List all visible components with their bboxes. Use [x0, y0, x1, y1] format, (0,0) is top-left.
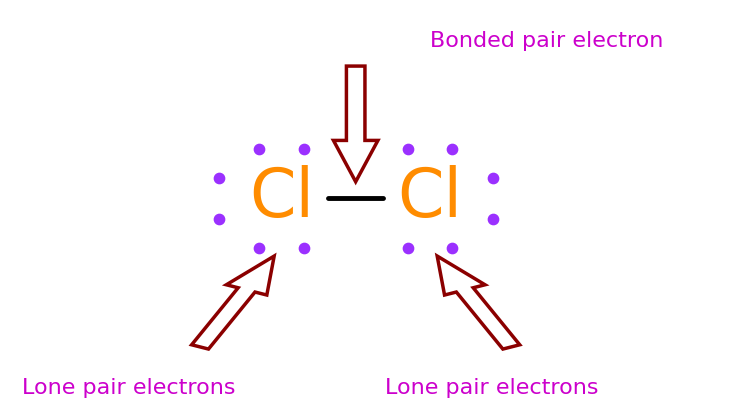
Text: Bonded pair electron: Bonded pair electron [430, 31, 663, 51]
Point [298, 244, 310, 251]
Point [446, 145, 458, 152]
Text: Cl: Cl [249, 165, 314, 231]
Point [402, 145, 413, 152]
Polygon shape [333, 66, 378, 182]
Point [402, 244, 413, 251]
Polygon shape [192, 256, 274, 349]
Point [253, 145, 265, 152]
Point [487, 216, 499, 222]
Point [446, 244, 458, 251]
Polygon shape [437, 256, 519, 349]
Point [298, 145, 310, 152]
Text: Lone pair electrons: Lone pair electrons [22, 378, 236, 398]
Point [487, 174, 499, 181]
Point [213, 174, 225, 181]
Point [253, 244, 265, 251]
Text: Cl: Cl [397, 165, 462, 231]
Point [213, 216, 225, 222]
Text: Lone pair electrons: Lone pair electrons [385, 378, 599, 398]
